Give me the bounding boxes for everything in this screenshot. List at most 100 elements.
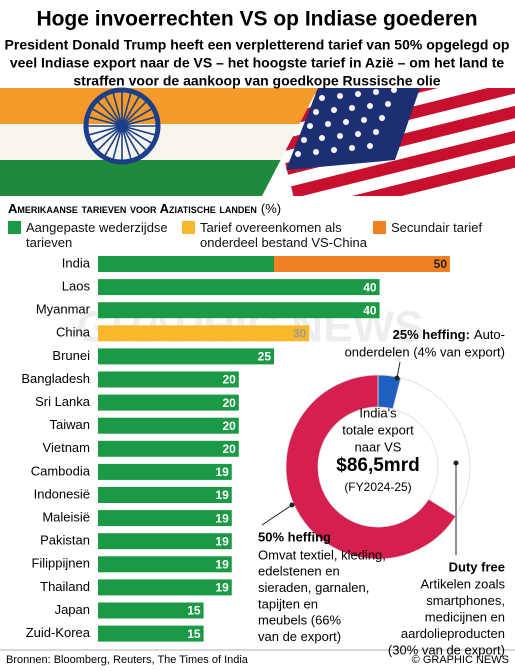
subtitle: veel Indiase export naar de VS – het hoo… [10,55,504,71]
data-label: 20 [222,373,236,387]
section-heading: Amerikaanse tarieven voor Aziatische lan… [8,201,281,216]
leader-dot [394,375,400,381]
data-label: 20 [222,442,236,456]
bar-segment [98,579,232,596]
us-star [355,91,361,97]
bar-segment [98,625,204,642]
slice-description: Artikelen zoals [420,576,505,591]
center-period: (FY2024-25) [344,480,411,494]
category-label: China [56,325,91,340]
bar-segment [98,302,380,319]
us-star [337,133,343,139]
us-star [367,143,373,149]
category-label: Myanmar [36,302,91,317]
slice-title: 50% heffing [258,529,331,544]
data-label: 50 [434,257,448,271]
category-label: Laos [62,279,91,294]
slice-description: sieraden, garnalen, [258,580,369,595]
us-star [319,95,325,101]
category-label: Pakistan [40,533,90,548]
bar-segment [98,556,232,573]
source: Bronnen: Bloomberg, Reuters, The Times o… [6,654,249,666]
bar-segment [98,325,310,342]
legend-swatch [182,221,195,234]
slice-description: edelstenen en [258,564,340,579]
flag-banner [0,87,515,196]
us-star [349,145,355,151]
slice-title: 25% heffing: [393,327,470,342]
subtitle: straffen voor de aankoop van goedkope Ru… [73,73,440,89]
us-star [361,117,367,123]
leader-dot [453,460,459,466]
us-star [391,88,397,93]
us-star [331,107,337,113]
credit: © GRAPHIC NEWS [412,654,509,666]
legend-label: Aangepaste wederzijdse tarieven [26,220,168,250]
slice-description: onderdelen (4% van export) [345,344,505,359]
slice-annotation: 25% heffing: Auto- [393,327,505,342]
bar-segment [98,394,239,411]
legend-swatch [8,221,21,234]
center-text: totale export [342,422,414,437]
us-star [301,137,307,143]
category-label: Taiwan [50,417,90,432]
bar-segment [98,533,232,550]
category-label: Sri Lanka [35,394,91,409]
data-label: 25 [258,350,272,364]
slice-title: Duty free [449,559,505,574]
data-label: 19 [215,534,229,548]
bar-segment [98,487,232,503]
us-star [307,123,313,129]
us-star [373,129,379,135]
data-label: 19 [215,511,229,525]
bar-segment [98,440,239,457]
data-label: 30 [293,326,307,340]
us-star [385,101,391,107]
data-label: 20 [222,396,236,410]
us-star [373,89,379,95]
leader [396,361,401,379]
legend-label: Tarief overeenkomen als onderdeel bestan… [200,220,367,250]
us-star [379,115,385,121]
center-amount: $86,5mrd [336,455,419,476]
leader-dot [289,502,295,508]
bar-segment [98,463,232,480]
category-label: Japan [55,602,90,617]
slice-description: smartphones, [426,593,505,608]
us-star [295,151,301,157]
us-star [349,105,355,111]
slice-description: Auto- [474,327,505,342]
us-star [355,131,361,137]
slice-description: tapijten en [258,596,318,611]
center-text: India's [359,405,397,420]
us-star [331,147,337,153]
slice-description: (30% van de export) [388,642,505,657]
category-label: Cambodia [31,463,91,478]
slice-description: medicijnen en [425,609,505,624]
bar-segment [98,510,232,527]
us-star [367,103,373,109]
data-label: 19 [215,557,229,571]
slice-description: meubels (66% [258,613,342,628]
center-text: naar VS [355,439,402,454]
category-label: Indonesië [34,486,90,501]
data-label: 15 [187,627,201,641]
title: Hoge invoerrechten VS op Indiase goedere… [36,8,477,31]
us-star [313,109,319,115]
us-star [325,121,331,127]
bar-segment [98,371,239,388]
data-label: 40 [363,280,377,294]
bar-segment [274,256,450,272]
category-label: Brunei [52,348,90,363]
us-star [337,93,343,99]
unit: (%) [261,201,281,216]
category-label: Bangladesh [21,371,90,386]
data-label: 19 [215,465,229,479]
us-stripe [291,104,515,196]
slice-description: Omvat textiel, kleding, [258,547,386,562]
legend-label: Secundair tarief [391,220,483,235]
us-stripe [296,127,515,196]
category-label: Maleisië [42,510,90,525]
